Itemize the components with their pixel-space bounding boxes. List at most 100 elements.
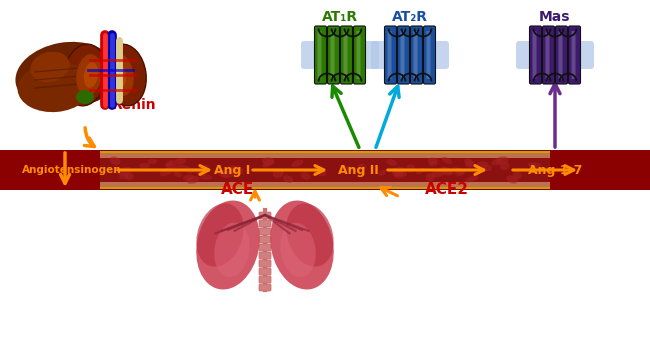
FancyBboxPatch shape: [356, 31, 361, 79]
Ellipse shape: [528, 162, 541, 168]
Ellipse shape: [76, 54, 101, 96]
Ellipse shape: [465, 160, 474, 168]
FancyBboxPatch shape: [426, 31, 430, 79]
Ellipse shape: [196, 200, 260, 289]
Ellipse shape: [500, 161, 510, 170]
Ellipse shape: [125, 173, 133, 180]
FancyBboxPatch shape: [100, 158, 550, 182]
FancyBboxPatch shape: [571, 31, 575, 79]
FancyBboxPatch shape: [259, 212, 271, 219]
Ellipse shape: [378, 170, 386, 176]
FancyBboxPatch shape: [532, 31, 536, 79]
FancyBboxPatch shape: [301, 41, 379, 69]
Ellipse shape: [270, 200, 333, 289]
FancyBboxPatch shape: [259, 252, 271, 259]
Ellipse shape: [187, 168, 195, 174]
Ellipse shape: [120, 173, 129, 179]
Ellipse shape: [164, 160, 174, 167]
FancyBboxPatch shape: [413, 31, 417, 79]
Ellipse shape: [201, 165, 209, 173]
Ellipse shape: [513, 171, 521, 179]
Ellipse shape: [193, 168, 206, 176]
FancyBboxPatch shape: [259, 284, 271, 291]
FancyBboxPatch shape: [259, 220, 271, 227]
Ellipse shape: [177, 165, 191, 171]
FancyBboxPatch shape: [545, 31, 549, 79]
FancyBboxPatch shape: [411, 26, 422, 84]
FancyBboxPatch shape: [569, 26, 580, 84]
Ellipse shape: [393, 167, 405, 175]
Ellipse shape: [300, 172, 311, 180]
FancyBboxPatch shape: [317, 31, 322, 79]
Text: ACE2: ACE2: [425, 182, 469, 197]
Ellipse shape: [104, 44, 146, 106]
Ellipse shape: [231, 166, 244, 175]
FancyBboxPatch shape: [530, 26, 541, 84]
Ellipse shape: [214, 223, 250, 277]
Ellipse shape: [280, 223, 316, 277]
Ellipse shape: [482, 165, 492, 171]
Ellipse shape: [16, 42, 114, 108]
FancyBboxPatch shape: [328, 26, 339, 84]
Ellipse shape: [443, 167, 454, 174]
FancyBboxPatch shape: [371, 41, 449, 69]
FancyBboxPatch shape: [556, 26, 567, 84]
Ellipse shape: [442, 157, 452, 164]
Ellipse shape: [465, 175, 478, 183]
Ellipse shape: [18, 62, 92, 112]
Ellipse shape: [223, 170, 235, 178]
Ellipse shape: [386, 159, 397, 166]
Ellipse shape: [506, 175, 517, 184]
Ellipse shape: [272, 169, 284, 178]
FancyBboxPatch shape: [0, 150, 650, 190]
Ellipse shape: [64, 44, 106, 106]
Ellipse shape: [358, 164, 366, 170]
Ellipse shape: [187, 176, 200, 184]
FancyBboxPatch shape: [100, 187, 550, 189]
FancyBboxPatch shape: [259, 228, 271, 235]
FancyBboxPatch shape: [100, 153, 550, 187]
Ellipse shape: [166, 163, 177, 169]
Ellipse shape: [228, 165, 238, 174]
FancyBboxPatch shape: [330, 31, 335, 79]
Ellipse shape: [475, 161, 488, 168]
Ellipse shape: [109, 54, 134, 96]
Ellipse shape: [283, 175, 293, 183]
Ellipse shape: [31, 52, 70, 82]
Ellipse shape: [439, 167, 452, 176]
FancyBboxPatch shape: [100, 151, 550, 153]
Ellipse shape: [416, 168, 425, 174]
FancyBboxPatch shape: [385, 26, 396, 84]
FancyBboxPatch shape: [398, 26, 410, 84]
FancyBboxPatch shape: [259, 244, 271, 251]
Ellipse shape: [452, 167, 465, 174]
FancyBboxPatch shape: [259, 260, 271, 267]
Ellipse shape: [426, 173, 435, 182]
FancyBboxPatch shape: [259, 268, 271, 275]
FancyBboxPatch shape: [400, 31, 404, 79]
Ellipse shape: [318, 171, 327, 176]
Text: Renin: Renin: [112, 98, 157, 112]
FancyBboxPatch shape: [543, 26, 554, 84]
Ellipse shape: [454, 168, 464, 176]
Ellipse shape: [183, 174, 194, 180]
Ellipse shape: [200, 175, 213, 180]
Ellipse shape: [495, 156, 509, 165]
Text: Ang 1-7: Ang 1-7: [528, 164, 582, 177]
Ellipse shape: [50, 62, 110, 104]
Text: Ang I: Ang I: [214, 164, 250, 177]
Ellipse shape: [287, 203, 333, 267]
Ellipse shape: [343, 166, 354, 171]
Ellipse shape: [391, 168, 404, 176]
Ellipse shape: [432, 168, 446, 178]
FancyBboxPatch shape: [424, 26, 436, 84]
Ellipse shape: [174, 158, 186, 165]
Ellipse shape: [429, 161, 437, 166]
Ellipse shape: [392, 168, 400, 177]
Ellipse shape: [217, 169, 228, 177]
Ellipse shape: [312, 167, 326, 174]
Ellipse shape: [84, 62, 98, 88]
Ellipse shape: [76, 90, 94, 104]
Ellipse shape: [148, 159, 157, 164]
FancyBboxPatch shape: [259, 276, 271, 283]
